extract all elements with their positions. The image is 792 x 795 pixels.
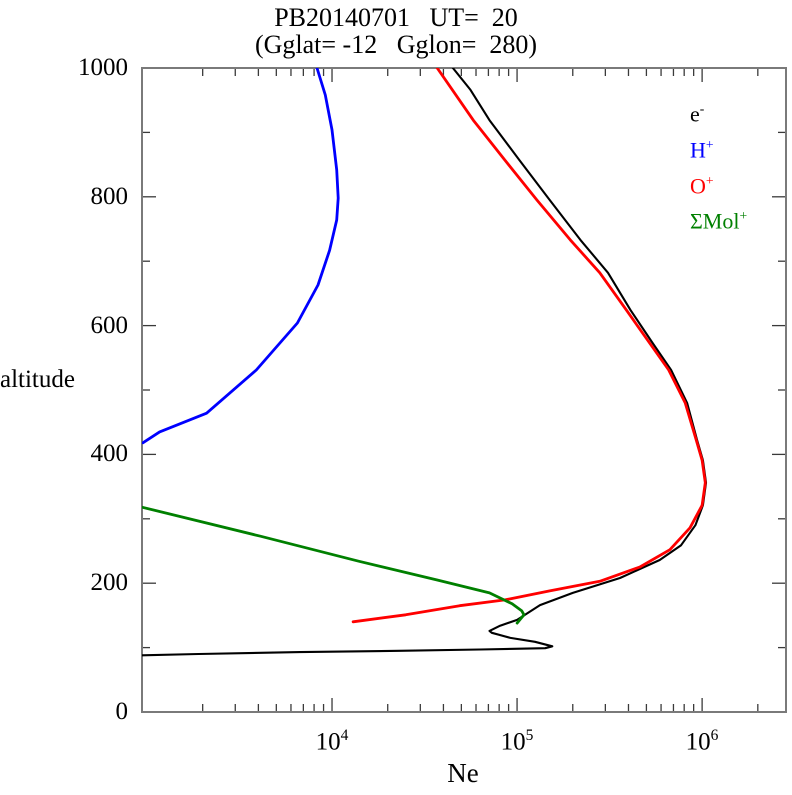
y-tick-label-600: 600 (90, 312, 129, 339)
x-tick-exp: 4 (340, 727, 349, 744)
legend-label: e (690, 101, 700, 127)
x-tick-base: 10 (685, 728, 711, 756)
legend-item-o-plus: O+ (690, 166, 747, 202)
curve-mol (142, 505, 526, 625)
curves-group (142, 68, 708, 657)
x-axis-title: Ne (447, 758, 479, 788)
y-axis-title: altitude (0, 366, 75, 393)
x-tick-exp: 6 (710, 727, 719, 744)
y-tick-label-0: 0 (115, 698, 129, 725)
curve-e (142, 68, 708, 657)
legend-label-sup: + (739, 208, 748, 224)
chart-title-line2: (Gglat= -12 Gglon= 280) (254, 30, 538, 59)
x-tick-base: 10 (500, 728, 526, 756)
legend-item-electron: e- (690, 94, 747, 130)
legend-label: ΣMol (690, 208, 740, 234)
legend-item-mol-plus: ΣMol+ (690, 201, 747, 237)
legend-label-sup: + (705, 172, 714, 188)
y-tick-label-200: 200 (90, 569, 129, 596)
chart-title-line1: PB20140701 UT= 20 (274, 3, 518, 32)
legend-label-sup: + (705, 136, 714, 152)
x-tick-label-1e5: 105 (472, 721, 562, 757)
x-tick-label-1e4: 104 (287, 721, 377, 757)
curve-h (142, 68, 340, 445)
legend-item-h-plus: H+ (690, 130, 747, 166)
x-tick-base: 10 (315, 728, 341, 756)
y-tick-label-400: 400 (90, 440, 129, 467)
y-tick-label-800: 800 (90, 183, 129, 210)
plot-frame (141, 67, 787, 713)
x-tick-exp: 5 (525, 727, 534, 744)
y-tick-label-1000: 1000 (78, 54, 128, 81)
legend-label: O (690, 172, 706, 198)
legend-label: H (690, 137, 706, 163)
x-tick-label-1e6: 106 (657, 721, 747, 757)
legend-label-sup: - (699, 101, 705, 116)
legend: e- H+ O+ ΣMol+ (690, 94, 747, 237)
curve-o (351, 68, 707, 624)
